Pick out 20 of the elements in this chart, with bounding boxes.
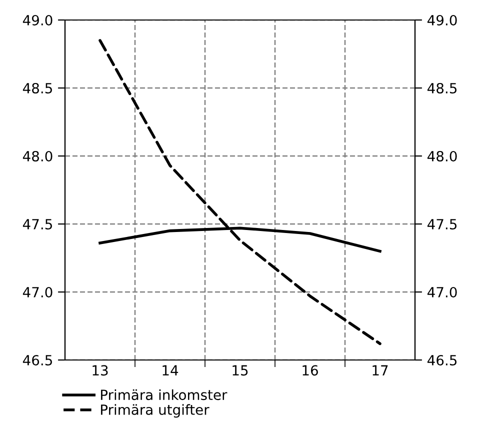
x-tick-label: 14 xyxy=(162,365,178,376)
y-tick-label: 48.5 xyxy=(22,82,52,94)
x-tick-label: 13 xyxy=(92,365,108,376)
legend-label: Primära utgifter xyxy=(101,404,210,418)
line-series xyxy=(98,39,382,346)
y-tick-label: 47.5 xyxy=(22,219,52,230)
y2-tick-label: 48.0 xyxy=(427,150,457,162)
x-tick-label: 16 xyxy=(302,365,318,376)
legend-label: Primära inkomster xyxy=(101,389,228,400)
y-tick-label: 49.0 xyxy=(22,14,52,26)
y2-tick-label: 46.5 xyxy=(427,354,457,366)
y-tick-label: 47.0 xyxy=(22,286,52,298)
y2-tick-label: 47.0 xyxy=(427,286,457,298)
x-tick-label: 15 xyxy=(232,365,248,376)
y2-tick-label: 49.0 xyxy=(427,14,457,26)
y2-tick-label: 48.5 xyxy=(427,82,457,94)
y2-tick-label: 47.5 xyxy=(427,219,457,230)
x-tick-label: 17 xyxy=(372,365,388,376)
y-tick-label: 48.0 xyxy=(22,150,52,162)
y-tick-label: 46.5 xyxy=(22,354,52,366)
